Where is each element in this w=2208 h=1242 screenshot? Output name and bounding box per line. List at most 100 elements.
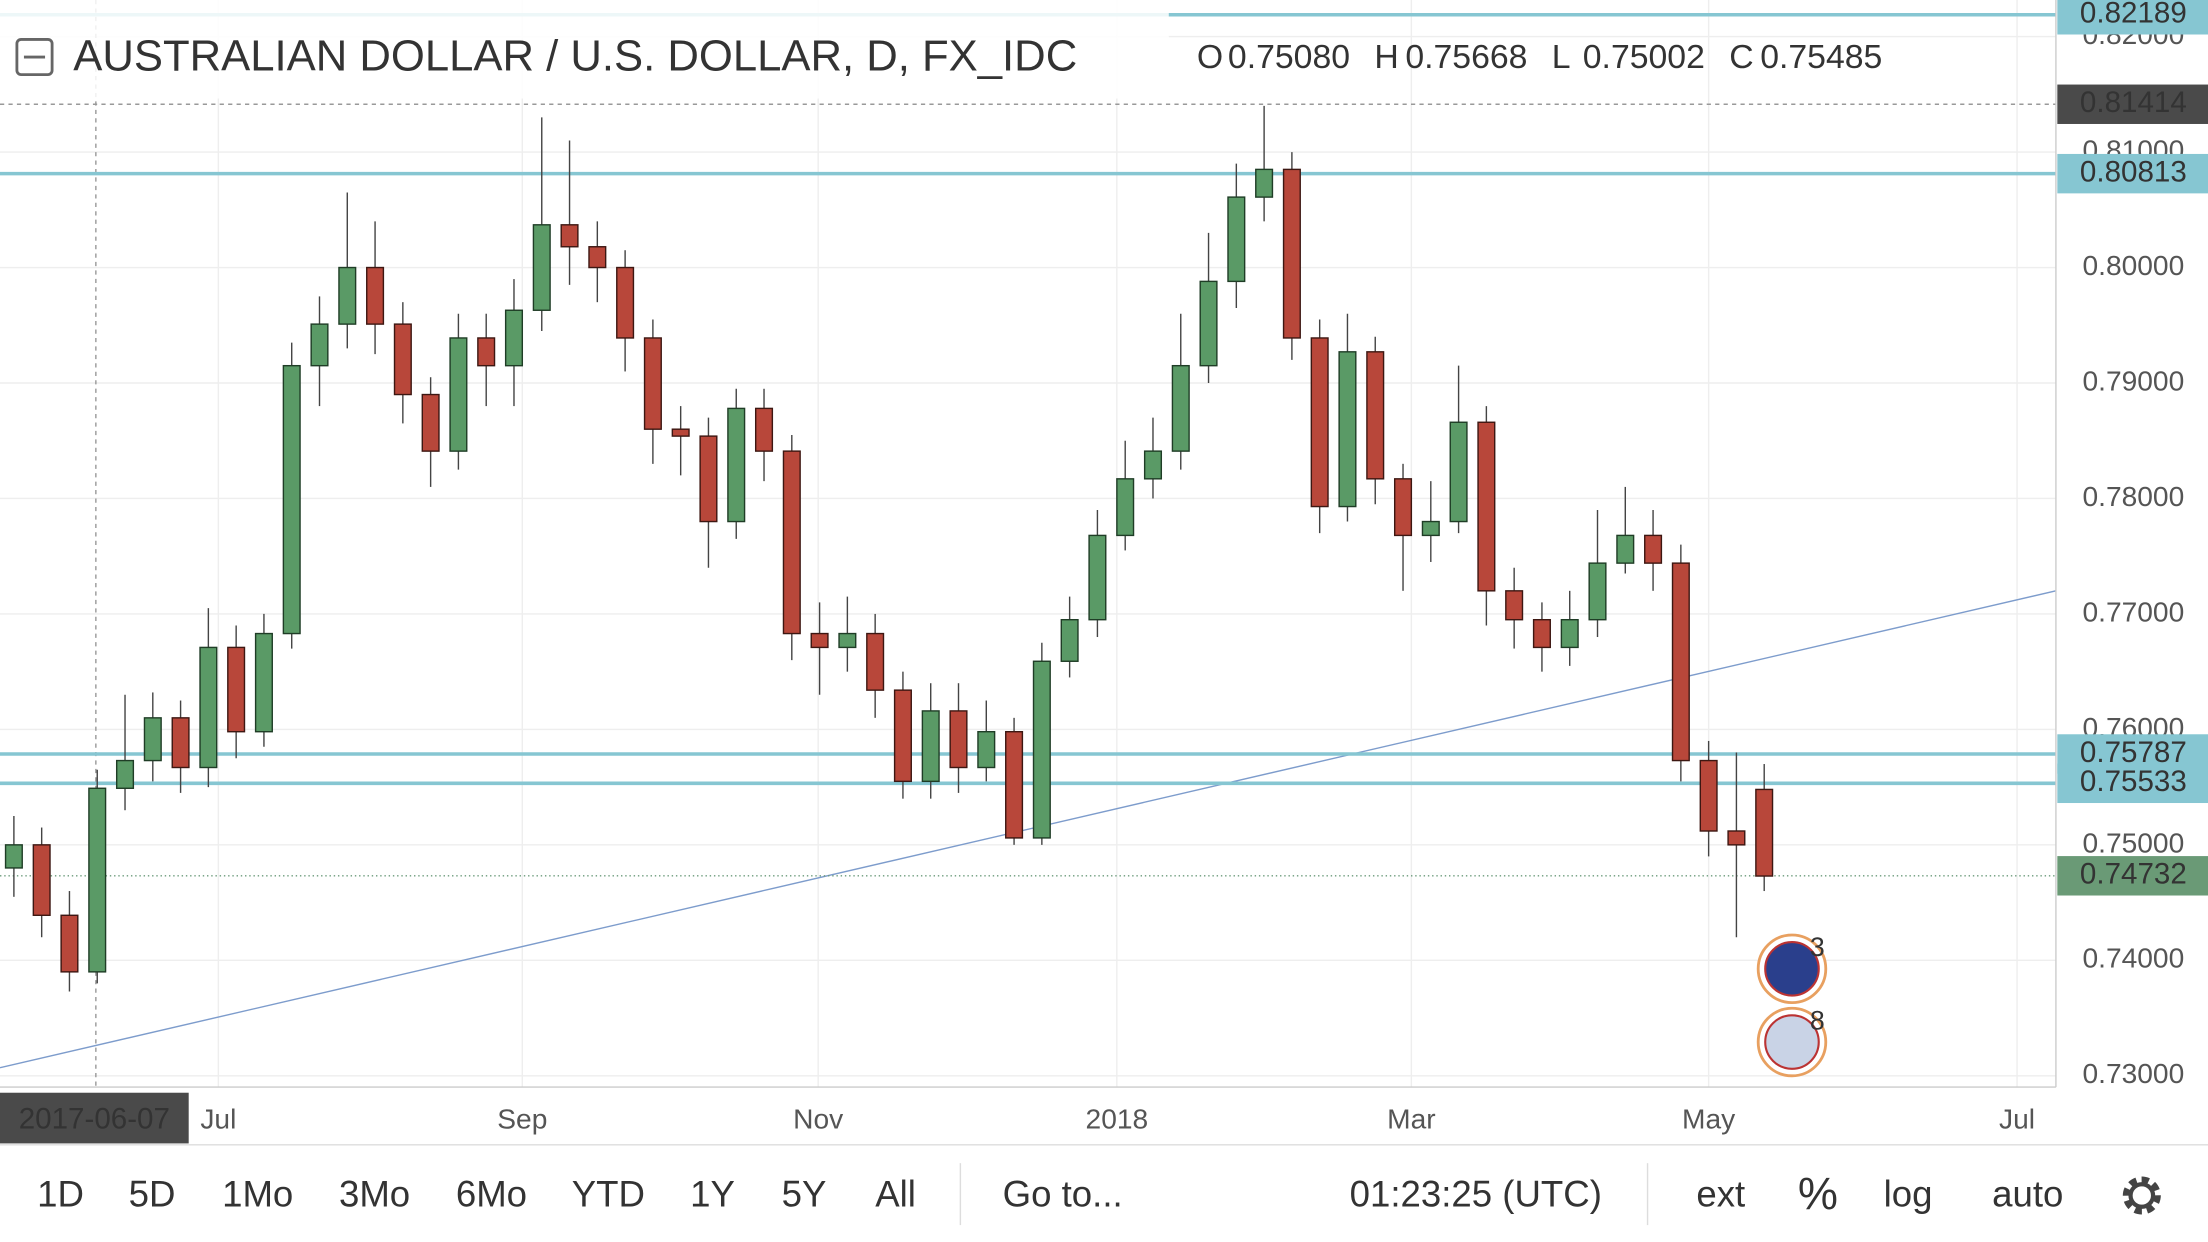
candle-body — [1366, 351, 1385, 480]
candle-body — [449, 337, 468, 452]
candle-body — [1338, 351, 1357, 508]
candle-body — [1505, 590, 1524, 621]
y-tick-label: 0.78000 — [2082, 481, 2184, 512]
level-label: 0.75787 — [2080, 736, 2187, 769]
ohlc-value: 0.75485 — [1760, 38, 1882, 76]
crosshair-date-box — [0, 1092, 189, 1144]
x-tick-label: Sep — [497, 1103, 547, 1134]
x-tick-label: Jul — [200, 1103, 236, 1134]
candle-body — [1532, 618, 1551, 649]
option-button[interactable]: log — [1884, 1174, 1933, 1215]
level-label-box — [2057, 763, 2208, 804]
candle-body — [282, 364, 301, 635]
candle-body — [1005, 730, 1024, 839]
level-label-box — [2057, 0, 2208, 35]
candle-body — [338, 266, 357, 325]
crosshair-date-label: 2017-06-07 — [19, 1103, 170, 1136]
y-tick-label: 0.80000 — [2082, 250, 2184, 281]
ohlc-name: L — [1552, 38, 1571, 76]
x-tick-label: Nov — [793, 1103, 843, 1134]
level-label: 0.75533 — [2080, 765, 2187, 798]
candle-body — [254, 632, 273, 733]
candle-body — [532, 224, 551, 311]
candle-body — [866, 632, 885, 691]
range-button[interactable]: YTD — [572, 1174, 645, 1215]
collapse-icon[interactable] — [15, 38, 54, 77]
chart-title: AUSTRALIAN DOLLAR / U.S. DOLLAR, D, FX_I… — [73, 32, 1077, 81]
candle-body — [1421, 520, 1440, 537]
range-button[interactable]: 1Mo — [222, 1174, 293, 1215]
ohlc-header: O 0.75080 H 0.75668 L 0.75002 C 0.75485 — [1197, 38, 1882, 76]
x-tick-label: Mar — [1387, 1103, 1436, 1134]
candle-body — [1032, 660, 1051, 839]
clock: 01:23:25 (UTC) — [1350, 1174, 1602, 1215]
y-tick-label: 0.75000 — [2082, 827, 2184, 858]
level-label: 0.80813 — [2080, 155, 2187, 188]
x-tick-label: Jul — [1999, 1103, 2035, 1134]
candle-body — [560, 224, 579, 248]
candle-body — [421, 393, 440, 452]
crosshair-price-label: 0.81414 — [2080, 86, 2187, 119]
candle-body — [227, 646, 246, 733]
option-button[interactable]: ext — [1696, 1174, 1745, 1215]
ohlc-value: 0.75002 — [1583, 38, 1705, 76]
candle-body — [1449, 421, 1468, 523]
candle-body — [1393, 478, 1413, 537]
candle-body — [32, 844, 51, 916]
candle-body — [171, 717, 190, 769]
option-button[interactable]: % — [1798, 1168, 1838, 1219]
ohlc-name: H — [1374, 38, 1398, 76]
ohlc-name: O — [1197, 38, 1223, 76]
candle-body — [588, 246, 607, 269]
candle-body — [671, 428, 690, 437]
candle-body — [366, 266, 385, 325]
candle-body — [893, 689, 912, 783]
candle-body — [699, 435, 718, 523]
last-price-label-box — [2057, 856, 2208, 896]
goto-button[interactable]: Go to... — [1003, 1174, 1123, 1215]
event-count: 8 — [1810, 1005, 1825, 1035]
candle-body — [310, 323, 329, 367]
candle-body — [643, 337, 662, 430]
candle-body — [727, 407, 746, 523]
candle-body — [1227, 196, 1246, 283]
candle-body — [393, 323, 412, 396]
y-tick-label: 0.79000 — [2082, 365, 2184, 396]
candle-body — [60, 914, 79, 973]
level-label-box — [2057, 153, 2208, 194]
candle-body — [1199, 280, 1218, 367]
candle-body — [88, 787, 107, 973]
candle-body — [616, 266, 635, 339]
candle-body — [477, 337, 496, 367]
candle-body — [1143, 450, 1163, 480]
x-tick-label: May — [1682, 1103, 1736, 1134]
candle-body — [1699, 759, 1718, 832]
range-button[interactable]: 5D — [129, 1174, 176, 1215]
option-button[interactable]: auto — [1992, 1174, 2063, 1215]
event-flag — [1764, 941, 1820, 997]
range-button[interactable]: All — [875, 1174, 916, 1215]
candle-body — [1116, 478, 1135, 537]
gear-teeth — [2122, 1176, 2161, 1215]
range-button[interactable]: 1Y — [690, 1174, 735, 1215]
candle-body — [1477, 421, 1496, 592]
candle-body — [1588, 562, 1607, 621]
crosshair-price-label-box — [2057, 84, 2208, 124]
candle-body — [115, 759, 135, 789]
plot-area — [0, 0, 2057, 1088]
level-label: 0.82189 — [2080, 0, 2187, 30]
y-tick-label: 0.73000 — [2082, 1058, 2184, 1089]
candle-body — [1755, 788, 1774, 877]
candle-body — [782, 450, 801, 635]
candle-body — [143, 717, 162, 762]
event-count: 3 — [1810, 932, 1825, 962]
range-button[interactable]: 5Y — [782, 1174, 827, 1215]
settings-icon[interactable] — [2122, 1176, 2161, 1215]
range-button[interactable]: 3Mo — [339, 1174, 410, 1215]
range-button[interactable]: 6Mo — [456, 1174, 527, 1215]
range-button[interactable]: 1D — [37, 1174, 84, 1215]
candle-body — [1171, 364, 1190, 452]
